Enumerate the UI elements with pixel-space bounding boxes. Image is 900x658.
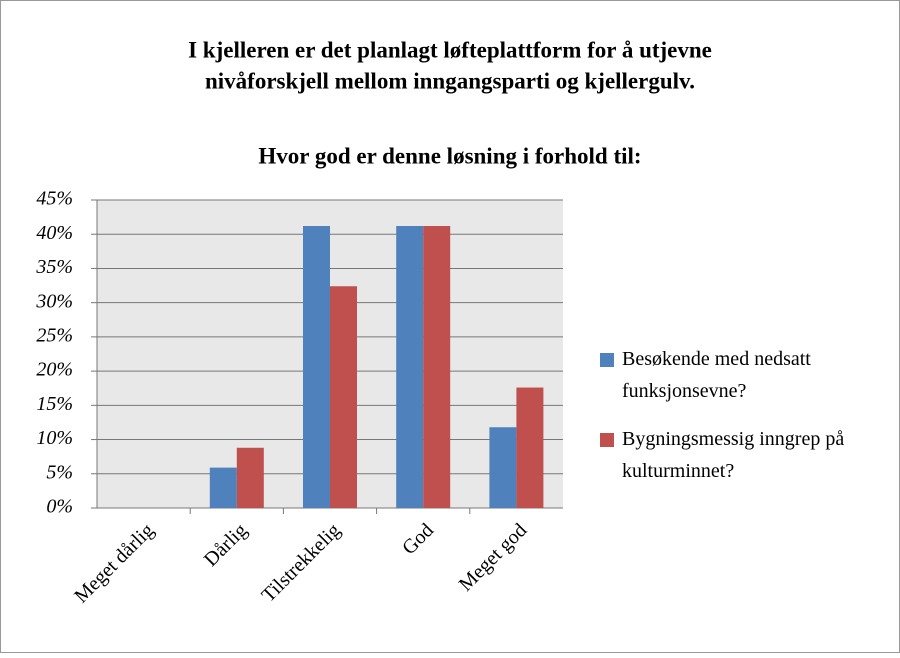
bar (330, 286, 357, 508)
legend-item: Besøkende med nedsatt funksjonsevne? (600, 343, 900, 407)
y-tick-label: 15% (36, 393, 73, 415)
y-tick-label: 30% (35, 290, 73, 312)
y-tick-label: 5% (46, 461, 73, 483)
chart-subtitle: Hvor god er denne løsning i forhold til: (258, 143, 641, 168)
legend-swatch (600, 433, 614, 447)
legend: Besøkende med nedsatt funksjonsevne? Bygn… (600, 343, 900, 487)
chart-title: nivåforskjell mellom inngangsparti og kj… (205, 68, 695, 93)
y-tick-label: 40% (36, 222, 73, 244)
y-tick-label: 25% (36, 324, 73, 346)
bar (236, 447, 264, 508)
y-tick-label: 35% (35, 256, 73, 278)
bar (396, 226, 424, 508)
legend-box: Besøkende med nedsatt funksjonsevne? Bygn… (600, 343, 900, 487)
bar (303, 226, 330, 508)
legend-label: Besøkende med nedsatt funksjonsevne? (622, 348, 811, 402)
chart-title: I kjelleren er det planlagt løfteplattfo… (188, 37, 712, 62)
bar (489, 427, 517, 508)
bar (209, 467, 237, 508)
legend-item: Bygningsmessig inngrep på kulturminnet? (600, 423, 900, 487)
y-tick-label: 45% (36, 188, 73, 210)
y-tick-label: 20% (36, 359, 73, 381)
bar (423, 226, 451, 508)
y-tick-label: 0% (46, 496, 73, 518)
bar (516, 387, 544, 508)
legend-swatch (600, 353, 614, 367)
legend-label: Bygningsmessig inngrep på kulturminnet? (622, 428, 845, 482)
y-tick-label: 10% (36, 427, 73, 449)
